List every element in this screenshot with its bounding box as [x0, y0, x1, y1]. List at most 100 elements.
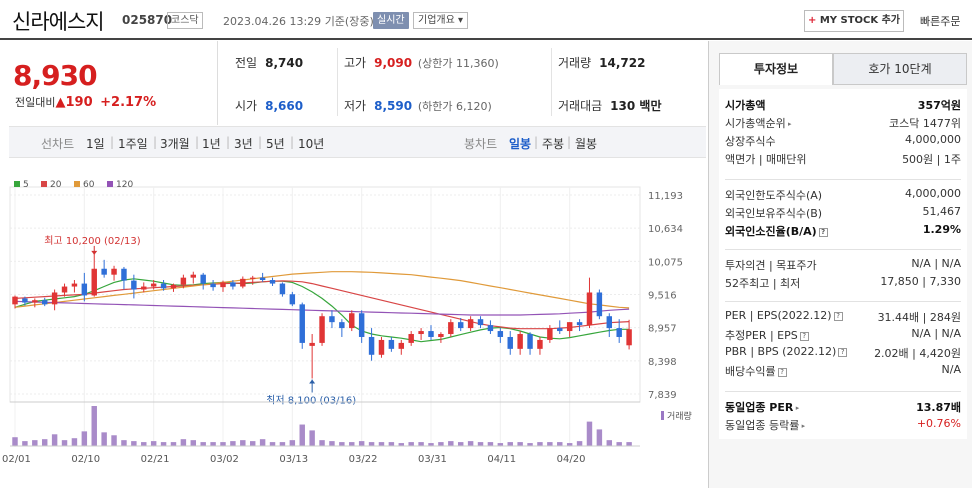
stat-high: 고가 9,090 (상한가 11,360) — [344, 56, 499, 70]
info-key: 시가총액순위 ▸ — [725, 117, 792, 130]
volume-bar — [121, 440, 127, 446]
volume-bar — [388, 442, 395, 446]
volume-bar — [616, 442, 622, 446]
stock-name: 신라에스지 — [12, 10, 105, 34]
candle-body — [210, 283, 216, 288]
realtime-button[interactable]: 실시간 — [373, 12, 409, 29]
candle-body — [22, 298, 28, 303]
divider — [337, 48, 338, 116]
candle-weekly[interactable]: 주봉 — [542, 137, 565, 151]
stat-prev-close: 전일 8,740 — [235, 56, 304, 70]
candle-body — [428, 331, 434, 337]
divider: | — [195, 135, 200, 149]
candle-body — [141, 286, 147, 290]
plot-frame — [9, 186, 641, 403]
tab-orderbook-10[interactable]: 호가 10단계 — [833, 53, 967, 85]
period-3y[interactable]: 3년 — [234, 137, 253, 151]
candle-daily[interactable]: 일봉 — [509, 137, 532, 151]
candle-body — [41, 300, 48, 305]
divider — [725, 391, 961, 392]
candle-body — [378, 339, 385, 355]
candle-body — [190, 274, 197, 278]
candle-body — [170, 284, 177, 289]
arrow-icon[interactable]: ▸ — [793, 404, 800, 412]
candle-body — [606, 316, 613, 329]
info-row: PBR | BPS (2022.12)? 2.02배 | 4,420원 — [725, 345, 961, 363]
info-value: N/A — [941, 363, 961, 376]
info-row: 외국인보유주식수(B) 51,467 — [725, 205, 961, 223]
high-arrow-head — [91, 250, 98, 255]
stat-volume: 거래량 14,722 — [558, 56, 646, 70]
help-icon[interactable]: ? — [838, 348, 848, 357]
divider: | — [110, 135, 115, 149]
candle-body — [230, 282, 236, 287]
period-10y[interactable]: 10년 — [298, 137, 325, 151]
candle-body — [547, 328, 553, 340]
legend-swatch — [41, 181, 47, 187]
company-overview-dropdown[interactable]: 기업개요 ▾ — [413, 12, 468, 29]
quick-order-link[interactable]: 빠른주문 — [920, 15, 961, 28]
volume-bar — [606, 440, 613, 446]
candle-monthly[interactable]: 월봉 — [575, 137, 598, 151]
volume-bar — [487, 442, 494, 446]
volume-bar — [378, 442, 385, 446]
divider — [725, 249, 961, 250]
candle-body — [289, 294, 296, 305]
period-1d[interactable]: 1일 — [86, 137, 105, 151]
info-key: 외국인보유주식수(B) — [725, 207, 823, 220]
candle-body — [121, 268, 127, 281]
tab-investment-info[interactable]: 투자정보 — [719, 53, 833, 85]
info-key: 52주최고 | 최저 — [725, 277, 801, 290]
help-icon[interactable]: ? — [833, 312, 843, 321]
volume-bar — [537, 442, 543, 446]
line-chart-label: 선차트 — [41, 137, 75, 151]
chart-svg: 11,193 10,634 10,075 9,516 8,957 8,398 7,839 02… — [2, 180, 692, 465]
candle-body — [438, 334, 444, 337]
up-arrow-icon: ▲ — [55, 95, 66, 110]
y-tick-label: 10,634 — [648, 224, 683, 235]
info-value: 31.44배 | 284원 — [877, 311, 961, 324]
candlestick-chart[interactable]: 11,193 10,634 10,075 9,516 8,957 8,398 7,839 02… — [0, 170, 706, 488]
arrow-icon[interactable]: ▸ — [785, 120, 792, 128]
info-value: N/A | N/A — [911, 327, 961, 340]
period-1w[interactable]: 1주일 — [118, 137, 148, 151]
x-tick-label: 04/20 — [557, 454, 586, 465]
info-row: 시가총액순위 ▸ 코스닥 1477위 — [725, 115, 961, 133]
volume-bar — [339, 442, 345, 446]
volume-bar — [259, 439, 266, 446]
volume-bar — [101, 432, 107, 446]
volume-bar — [497, 443, 504, 446]
current-price: 8,930 — [13, 59, 98, 92]
ma20-line — [14, 280, 630, 330]
candle-body — [368, 336, 375, 355]
x-tick-label: 02/01 — [2, 454, 31, 465]
low-arrow-head — [309, 379, 316, 384]
add-my-stock-button[interactable]: + MY STOCK 추가 — [804, 10, 904, 32]
help-icon[interactable]: ? — [818, 228, 828, 237]
info-value: 1.29% — [922, 223, 961, 236]
timestamp: 2023.04.26 13:29 기준(장중) — [223, 15, 374, 28]
volume-bar — [517, 442, 523, 446]
help-icon[interactable]: ? — [777, 368, 787, 377]
volume-bar — [467, 441, 474, 446]
info-row: 동일업종 PER ▸ 13.87배 — [725, 399, 961, 417]
volume-bar — [438, 442, 444, 446]
period-3m[interactable]: 3개월 — [160, 137, 190, 151]
period-5y[interactable]: 5년 — [266, 137, 285, 151]
period-1y[interactable]: 1년 — [202, 137, 221, 151]
candle-body — [51, 292, 58, 305]
volume-bar — [249, 441, 256, 446]
candle-body — [160, 283, 167, 289]
info-key: 투자의견 | 목표주가 — [725, 259, 817, 272]
stat-open: 시가 8,660 — [235, 99, 304, 113]
candle-body — [616, 328, 622, 337]
arrow-icon[interactable]: ▸ — [799, 422, 806, 430]
info-key: PER | EPS(2022.12)? — [725, 309, 843, 322]
divider — [551, 48, 552, 116]
volume-bar — [22, 441, 28, 446]
help-icon[interactable]: ? — [799, 332, 809, 341]
legend-swatch — [74, 181, 80, 187]
volume-bar — [507, 442, 513, 446]
price-change: 전일대비▲190 +2.17% — [15, 95, 157, 110]
x-tick-label: 03/22 — [349, 454, 378, 465]
